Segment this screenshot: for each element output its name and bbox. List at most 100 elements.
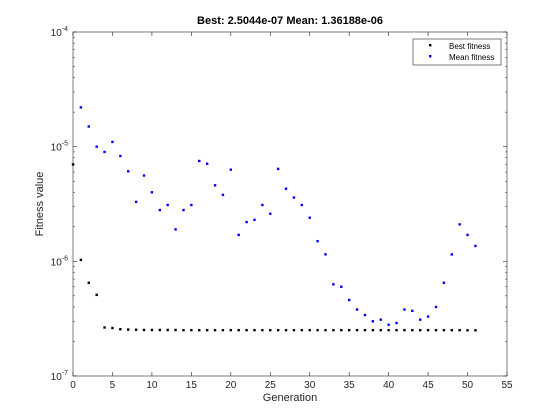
mean-fitness-point	[95, 145, 98, 148]
mean-fitness-point	[292, 196, 296, 199]
best-fitness-point	[379, 328, 382, 332]
best-fitness-point	[474, 329, 477, 332]
mean-fitness-point	[166, 203, 169, 207]
x-tick-label: 15	[186, 380, 198, 391]
best-fitness-point	[308, 328, 311, 332]
x-axis-label: Generation	[263, 392, 317, 404]
mean-fitness-point	[316, 239, 319, 243]
best-fitness-point	[403, 328, 406, 332]
best-fitness-point	[150, 328, 154, 332]
plot-area	[72, 31, 508, 377]
best-fitness-point	[182, 328, 185, 332]
best-fitness-point	[119, 327, 122, 331]
mean-fitness-point	[347, 298, 351, 302]
best-fitness-point	[174, 328, 177, 332]
mean-fitness-point	[442, 281, 446, 284]
mean-fitness-point	[134, 200, 138, 204]
mean-fitness-point	[245, 220, 248, 224]
best-fitness-point	[103, 326, 106, 329]
y-axis-label: Fitness value	[34, 172, 46, 237]
best-fitness-point	[284, 328, 288, 332]
mean-fitness-point	[213, 184, 217, 187]
y-tick-label: 10-7	[51, 370, 68, 383]
best-fitness-point	[127, 328, 130, 331]
mean-fitness-point	[261, 203, 264, 207]
legend: Best fitness Mean fitness	[412, 38, 502, 66]
best-fitness-point	[158, 328, 161, 332]
best-fitness-point	[442, 328, 446, 332]
best-fitness-point	[190, 328, 193, 332]
y-tick-labels: 10-7 10-6 10-5 10-4	[51, 26, 68, 383]
best-fitness-point	[387, 328, 390, 332]
chart-title: Best: 2.5044e-07 Mean: 1.36188e-06	[197, 15, 383, 27]
legend-label-best: Best fitness	[449, 42, 490, 51]
axis-ticks	[72, 31, 508, 377]
legend-box	[412, 38, 502, 66]
best-fitness-point	[316, 328, 319, 332]
mean-fitness-point	[87, 125, 90, 128]
best-fitness-point	[395, 328, 398, 332]
mean-fitness-point	[371, 320, 375, 323]
mean-fitness-point	[379, 318, 382, 321]
mean-fitness-point	[419, 318, 422, 321]
x-tick-label: 5	[110, 380, 116, 391]
mean-fitness-point	[79, 106, 83, 109]
x-tick-label: 35	[344, 380, 356, 391]
best-fitness-point	[458, 328, 461, 332]
mean-fitness-point	[103, 150, 106, 154]
best-fitness-point	[79, 258, 83, 262]
mean-fitness-point	[269, 212, 272, 215]
best-fitness-point	[198, 328, 201, 332]
best-fitness-point	[450, 328, 453, 332]
best-fitness-point	[276, 328, 280, 332]
mean-fitness-point	[150, 191, 154, 194]
best-fitness-point	[95, 293, 98, 297]
best-fitness-point	[371, 328, 375, 332]
x-tick-labels: 0 5 10 15 20 25 30 35 40 45 50 55	[70, 380, 513, 391]
mean-fitness-point	[300, 203, 304, 207]
mean-fitness-point	[174, 228, 177, 231]
best-fitness-point	[355, 328, 359, 332]
data-points	[71, 106, 477, 332]
best-fitness-point	[411, 328, 414, 332]
best-fitness-point	[213, 328, 217, 332]
mean-fitness-point	[205, 162, 209, 165]
mean-fitness-point	[450, 253, 453, 256]
best-fitness-point	[426, 328, 430, 332]
best-fitness-point	[142, 328, 146, 332]
best-fitness-point	[324, 328, 327, 332]
mean-fitness-point	[229, 168, 233, 171]
mean-fitness-point	[434, 305, 438, 309]
best-fitness-point	[261, 328, 264, 332]
mean-fitness-point	[466, 233, 469, 237]
mean-fitness-point	[426, 315, 430, 318]
best-fitness-point	[229, 328, 233, 332]
x-tick-label: 0	[70, 380, 76, 391]
best-fitness-point	[340, 328, 343, 332]
mean-fitness-point	[182, 208, 185, 212]
mean-fitness-point	[276, 167, 280, 171]
y-tick-label: 10-6	[51, 255, 68, 268]
mean-fitness-point	[458, 223, 461, 226]
legend-marker-mean	[429, 55, 432, 58]
mean-fitness-point	[190, 203, 193, 207]
mean-fitness-point	[474, 244, 477, 248]
legend-marker-best	[429, 44, 432, 47]
mean-fitness-point	[324, 253, 327, 256]
mean-fitness-point	[158, 208, 161, 212]
mean-fitness-point	[111, 140, 114, 144]
mean-fitness-point	[332, 283, 335, 286]
best-fitness-point	[71, 163, 75, 166]
legend-label-mean: Mean fitness	[449, 53, 494, 62]
mean-fitness-point	[119, 154, 122, 158]
best-fitness-point	[166, 328, 169, 332]
best-fitness-point	[205, 328, 209, 332]
mean-fitness-point	[403, 308, 406, 311]
mean-fitness-point	[355, 308, 359, 311]
best-fitness-point	[419, 328, 422, 332]
best-fitness-point	[434, 328, 438, 332]
x-tick-label: 45	[423, 380, 435, 391]
mean-fitness-point	[340, 285, 343, 288]
x-tick-label: 30	[304, 380, 316, 391]
